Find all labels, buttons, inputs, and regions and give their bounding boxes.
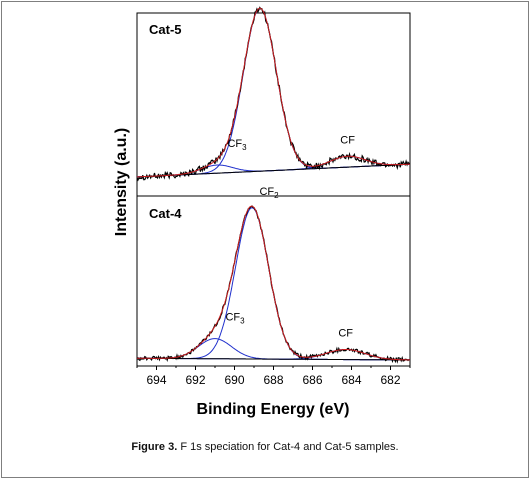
x-tick-label-688: 688	[263, 373, 283, 387]
x-tick-label-692: 692	[185, 373, 205, 387]
background-line	[137, 163, 411, 178]
caption-text: F 1s speciation for Cat-4 and Cat-5 samp…	[180, 441, 399, 453]
peak-label-cf3: CF3	[227, 138, 247, 152]
y-axis-label: Intensity (a.u.)	[113, 128, 130, 236]
x-axis-label: Binding Energy (eV)	[197, 401, 350, 418]
panel-label-cat-4: Cat-4	[149, 206, 182, 221]
x-tick-label-684: 684	[341, 373, 361, 387]
x-tick-label-694: 694	[146, 373, 166, 387]
x-tick-label-686: 686	[302, 373, 322, 387]
component-cf2	[137, 207, 410, 361]
x-axis: 694 692 690 688 686 684 682	[136, 366, 411, 387]
peak-label-cf3: CF3	[225, 312, 245, 326]
raw-spectrum	[136, 205, 411, 364]
fit-envelope	[137, 205, 410, 361]
peak-label-cf: CF	[338, 328, 353, 340]
figure-caption: Figure 3. F 1s speciation for Cat-4 and …	[0, 441, 530, 453]
peak-label-cf: CF	[340, 134, 355, 146]
caption-label: Figure 3.	[131, 441, 178, 453]
peak-label-cf2: CF2	[259, 186, 279, 200]
x-tick-label-682: 682	[380, 373, 400, 387]
panel-label-cat-5: Cat-5	[149, 22, 182, 37]
x-tick-label-690: 690	[224, 373, 244, 387]
background-line	[137, 357, 410, 361]
fit-envelope	[137, 7, 411, 178]
panel-cat-4: CF2 CF3 CF	[136, 186, 411, 364]
